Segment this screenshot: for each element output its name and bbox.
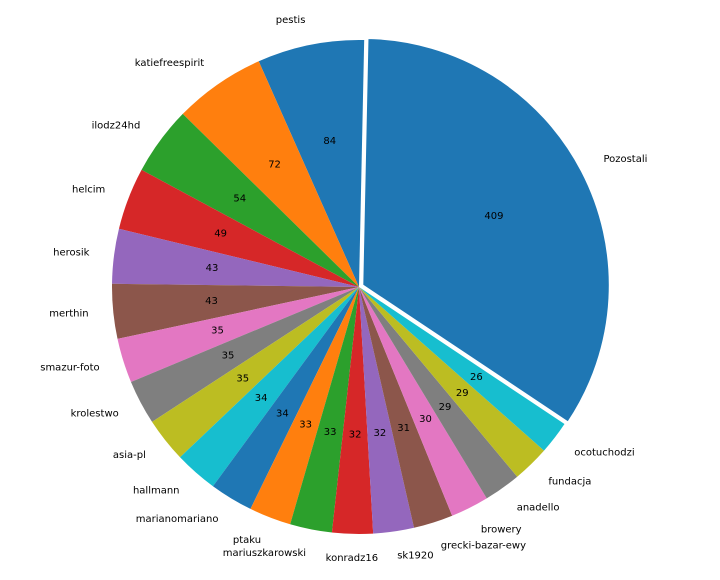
pie-slice-ilodz24hd (141, 113, 359, 288)
pie-category-label-ocotuchodzi: ocotuchodzi (574, 447, 634, 458)
pie-slice-katiefreespirit (182, 61, 359, 287)
pie-slices (111, 37, 611, 534)
pie-category-label-herosik: herosik (53, 247, 89, 258)
pie-category-label-hallmann: hallmann (133, 486, 180, 497)
pie-category-label-asia-pl: asia-pl (113, 450, 146, 461)
pie-value-label-konradz16: 32 (349, 430, 362, 441)
pie-category-label-anadello: anadello (517, 503, 560, 514)
pie-value-label-hallmann: 34 (255, 393, 268, 404)
pie-category-label-pestis: pestis (276, 15, 306, 26)
pie-slice-krolestwo (130, 287, 359, 422)
pie-value-label-sk1920: 32 (373, 428, 386, 439)
pie-category-labels: Pozostali pestis katiefreespirit ilodz24hd h… (40, 15, 647, 564)
pie-slice-fundacja (359, 287, 545, 477)
pie-category-label-fundacja: fundacja (548, 476, 591, 487)
pie-slice-herosik (112, 228, 359, 287)
pie-category-label-katiefreespirit: katiefreespirit (135, 58, 205, 69)
pie-value-label-browery: 30 (419, 414, 432, 425)
pie-slice-browery (359, 287, 487, 516)
pie-value-label-fundacja: 29 (456, 388, 469, 399)
pie-value-label-smazur-foto: 35 (211, 326, 224, 337)
pie-slice-ptaku (250, 287, 359, 525)
pie-slice-helcim (118, 169, 359, 287)
pie-category-label-krolestwo: krolestwo (71, 408, 119, 419)
pie-slice-asia-pl (152, 287, 359, 458)
pie-slice-anadello (359, 287, 518, 499)
pie-value-label-herosik: 43 (206, 263, 219, 274)
pie-value-label-anadello: 29 (439, 402, 452, 413)
pie-value-label-helcim: 49 (214, 228, 227, 239)
pie-category-label-smazur-foto: smazur-foto (40, 363, 99, 374)
pie-category-label-konradz16: konradz16 (326, 553, 378, 564)
pie-category-label-pozostali: Pozostali (603, 154, 647, 165)
pie-slice-merthin (111, 283, 359, 339)
pie-value-label-asia-pl: 35 (236, 373, 249, 384)
pie-slice-sk1920 (359, 287, 415, 534)
pie-category-label-ptaku: ptaku (233, 535, 261, 546)
pie-value-label-merthin: 43 (205, 296, 218, 307)
pie-value-label-ocotuchodzi: 26 (470, 372, 483, 383)
pie-value-label-marianomariano: 34 (276, 408, 289, 419)
pie-slice-pozostali (361, 37, 611, 424)
pie-category-label-merthin: merthin (49, 308, 88, 319)
pie-value-label-mariuszkarowski: 33 (324, 427, 337, 438)
pie-value-label-grecki-bazar-ewy: 31 (397, 423, 410, 434)
pie-category-label-marianomariano: marianomariano (136, 514, 219, 525)
pie-slice-konradz16 (331, 287, 374, 534)
pie-slice-mariuszkarowski (290, 287, 359, 533)
pie-category-label-ilodz24hd: ilodz24hd (92, 120, 141, 131)
pie-category-label-helcim: helcim (72, 184, 105, 195)
pie-slice-grecki-bazar-ewy (359, 287, 453, 528)
pie-value-label-ilodz24hd: 54 (233, 194, 246, 205)
pie-slice-ocotuchodzi (359, 287, 565, 451)
pie-slice-smazur-foto (117, 287, 359, 382)
pie-value-label-ptaku: 33 (299, 420, 312, 431)
pie-value-label-pozostali: 409 (484, 211, 503, 222)
pie-value-label-pestis: 84 (323, 136, 336, 147)
pie-category-label-sk1920: sk1920 (397, 551, 433, 562)
pie-value-label-katiefreespirit: 72 (268, 160, 281, 171)
pie-slice-marianomariano (212, 287, 359, 509)
pie-category-label-mariuszkarowski: mariuszkarowski (223, 548, 306, 559)
pie-category-label-browery: browery (481, 524, 522, 535)
pie-slice-hallmann (180, 287, 359, 487)
pie-category-label-grecki-bazar-ewy: grecki-bazar-ewy (441, 541, 526, 552)
pie-value-label-krolestwo: 35 (222, 351, 235, 362)
pie-slice-pestis (258, 40, 365, 287)
